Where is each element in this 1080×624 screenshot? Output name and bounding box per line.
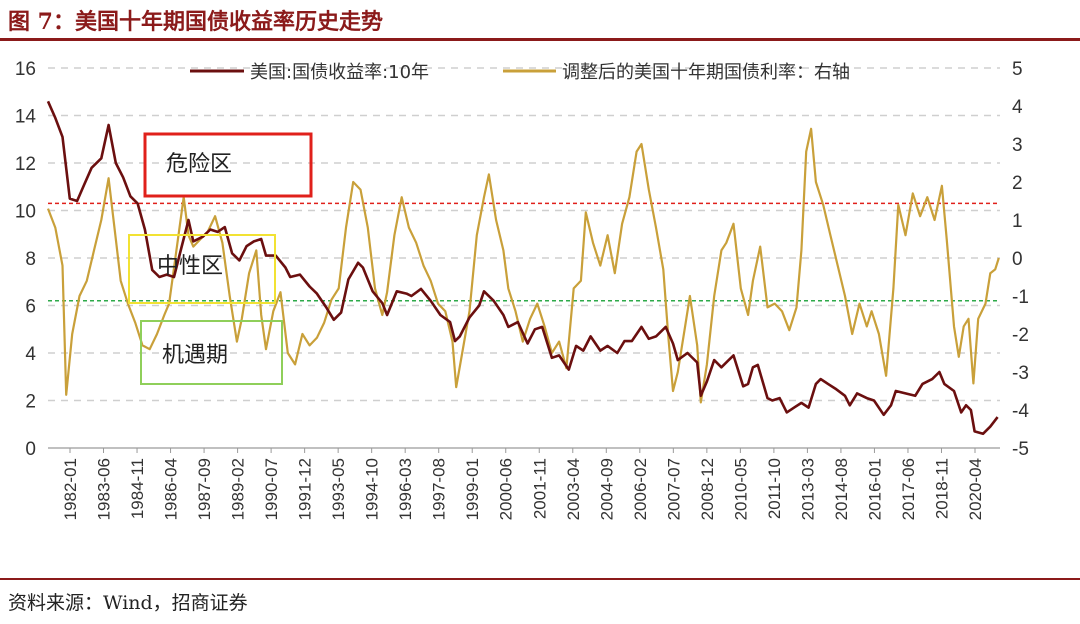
y-left-tick-label: 6 — [25, 297, 36, 318]
x-tick-label: 2000-06 — [497, 458, 516, 520]
y-left-tick-label: 0 — [25, 439, 36, 460]
x-tick-label: 2014-08 — [832, 458, 851, 520]
y-right-tick-label: 3 — [1012, 135, 1023, 156]
x-tick-label: 1982-01 — [61, 458, 80, 520]
x-tick-label: 1991-12 — [296, 458, 315, 520]
x-tick-label: 2017-06 — [899, 458, 918, 520]
x-tick-label: 2011-10 — [765, 458, 784, 519]
zone-box — [140, 320, 283, 385]
y-right-tick-label: 1 — [1012, 211, 1023, 232]
x-tick-label: 1994-10 — [363, 458, 382, 520]
x-tick-label: 1983-06 — [95, 458, 114, 520]
legend: 美国:国债收益率:10年 调整后的美国十年期国债利率：右轴 — [190, 62, 850, 83]
x-tick-label: 1987-09 — [195, 458, 214, 520]
series-group — [46, 100, 1000, 436]
chart-title: 图 7：美国十年期国债收益率历史走势 — [8, 9, 383, 35]
zone-label: 中性区 — [157, 254, 223, 279]
x-tick-label: 2016-01 — [865, 458, 884, 520]
x-tick-label: 1989-02 — [229, 458, 248, 520]
x-tick-label: 2020-04 — [966, 458, 985, 520]
y-left-tick-label: 2 — [25, 392, 36, 413]
zone-label: 危险区 — [166, 152, 232, 177]
y-right-tick-label: 0 — [1012, 249, 1023, 270]
y-right-tick-label: -5 — [1012, 439, 1029, 460]
y-left-tick-label: 14 — [15, 107, 37, 128]
zone-box — [143, 132, 313, 198]
grid — [48, 67, 1000, 449]
y-right-tick-label: -4 — [1012, 401, 1029, 422]
x-tick-label: 2018-11 — [932, 458, 951, 519]
x-tick-label: 2010-05 — [731, 458, 750, 520]
x-tick-label: 2001-11 — [530, 458, 549, 519]
y-left-ticks: 0 2 4 6 8 10 12 14 16 — [15, 59, 37, 460]
y-right-tick-label: -1 — [1012, 287, 1029, 308]
y-left-tick-label: 16 — [15, 59, 36, 80]
x-tick-label: 2008-12 — [698, 458, 717, 520]
legend-label-adjusted: 调整后的美国十年期国债利率：右轴 — [562, 62, 850, 83]
x-tick-label: 1999-01 — [463, 458, 482, 520]
zone-label: 机遇期 — [162, 343, 228, 368]
x-tick-label: 2004-09 — [597, 458, 616, 520]
x-tick-label: 2007-07 — [664, 458, 683, 520]
x-tick-label: 1993-05 — [329, 458, 348, 520]
y-left-tick-label: 4 — [25, 344, 36, 365]
y-right-tick-label: 5 — [1012, 59, 1023, 80]
source-note: 资料来源：Wind，招商证券 — [8, 592, 248, 614]
x-tick-label: 1986-04 — [162, 458, 181, 520]
series-line-us10y — [46, 100, 999, 436]
x-tick-label: 2013-03 — [798, 458, 817, 520]
x-tick-label: 1990-07 — [262, 458, 281, 520]
zone-box — [128, 234, 276, 304]
x-tick-label: 2006-02 — [631, 458, 650, 520]
title-divider — [0, 38, 1080, 41]
x-tick-label: 1984-11 — [128, 458, 147, 519]
y-right-tick-label: 4 — [1012, 97, 1023, 118]
x-ticks: 1982-01 1983-06 1984-11 1986-04 1987-09 1989-… — [61, 448, 985, 520]
footer-divider — [0, 578, 1080, 580]
y-left-tick-label: 12 — [15, 154, 36, 175]
y-right-ticks: -5 -4 -3 -2 -1 0 1 2 3 4 5 — [1012, 59, 1029, 460]
y-left-tick-label: 8 — [25, 249, 36, 270]
x-tick-label: 1996-03 — [396, 458, 415, 520]
y-right-tick-label: -2 — [1012, 325, 1029, 346]
y-right-tick-label: 2 — [1012, 173, 1023, 194]
y-left-tick-label: 10 — [15, 202, 36, 223]
reference-lines — [48, 202, 1000, 302]
x-tick-label: 1997-08 — [430, 458, 449, 520]
x-tick-label: 2003-04 — [564, 458, 583, 520]
y-right-tick-label: -3 — [1012, 363, 1029, 384]
legend-label-us10y: 美国:国债收益率:10年 — [250, 62, 429, 83]
